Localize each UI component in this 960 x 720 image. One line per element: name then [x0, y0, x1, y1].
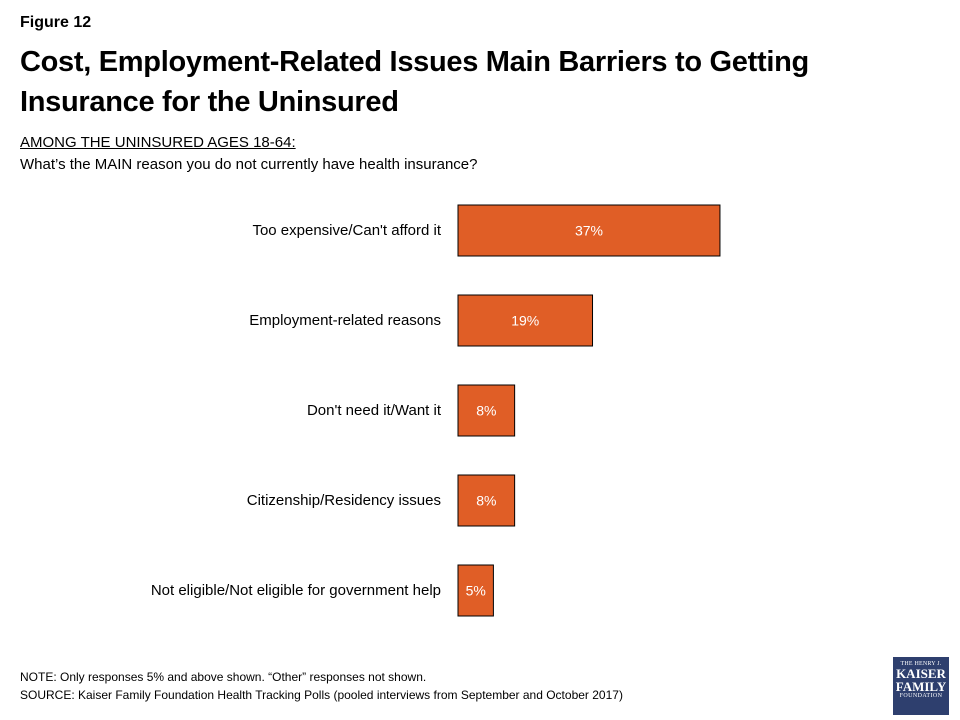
bar-value-label: 37%: [575, 223, 603, 239]
category-label: Not eligible/Not eligible for government…: [151, 582, 441, 599]
logo-line-2: KAISER: [896, 666, 946, 681]
logo-line-1: THE HENRY J.: [900, 661, 942, 667]
category-label: Employment-related reasons: [249, 312, 441, 329]
chart-title: Cost, Employment-Related Issues Main Bar…: [20, 46, 809, 118]
kaiser-family-foundation-logo: THE HENRY J. KAISER FAMILY FOUNDATION: [893, 657, 949, 715]
bar-value-label: 8%: [476, 493, 496, 509]
category-label: Don't need it/Want it: [307, 402, 442, 419]
bar: [457, 384, 516, 437]
chart-subtitle-population: AMONG THE UNINSURED AGES 18-64:: [20, 134, 296, 151]
bar-chart: Too expensive/Can't afford it 37% Employme…: [151, 204, 721, 617]
chart-subtitle-question: What’s the MAIN reason you do not curren…: [20, 156, 478, 173]
bar: [457, 564, 494, 617]
logo-line-3: FAMILY: [895, 679, 947, 694]
category-label: Too expensive/Can't afford it: [252, 222, 441, 239]
bar-value-label: 8%: [476, 403, 496, 419]
bar-value-label: 5%: [466, 583, 486, 599]
bar-value-label: 19%: [511, 313, 539, 329]
bar: [457, 474, 516, 527]
bar: [457, 294, 594, 347]
chart-note: NOTE: Only responses 5% and above shown.…: [20, 670, 427, 684]
chart-source: SOURCE: Kaiser Family Foundation Health …: [20, 688, 623, 702]
bar: [457, 204, 721, 257]
logo-line-4: FOUNDATION: [899, 693, 943, 699]
figure-label: Figure 12: [20, 14, 92, 31]
category-label: Citizenship/Residency issues: [247, 492, 441, 509]
